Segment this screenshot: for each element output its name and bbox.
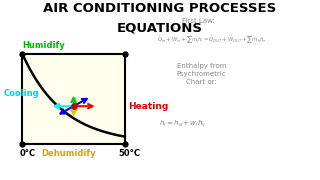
Text: First Law:: First Law: <box>182 18 215 24</box>
Text: $\dot{Q}_{in}+\dot{W}_{in}+\sum\dot{m}_ih_i=\dot{Q}_{OUT}+\dot{W}_{OUT}+\sum\dot: $\dot{Q}_{in}+\dot{W}_{in}+\sum\dot{m}_i… <box>157 34 267 45</box>
Text: Heating: Heating <box>128 102 168 111</box>
Text: AIR CONDITIONING PROCESSES: AIR CONDITIONING PROCESSES <box>44 2 276 15</box>
Text: 0°C: 0°C <box>19 149 35 158</box>
Text: Dehumidify: Dehumidify <box>42 149 96 158</box>
Text: $h_i = h_a + w_i h_v$: $h_i = h_a + w_i h_v$ <box>159 119 206 129</box>
Text: Cooling: Cooling <box>3 89 39 98</box>
Bar <box>22 54 125 144</box>
Text: Humidify: Humidify <box>22 41 65 50</box>
Text: EQUATIONS: EQUATIONS <box>117 22 203 35</box>
Text: 50°C: 50°C <box>118 149 140 158</box>
Text: Enthalpy from
Psychrometric
Chart or:: Enthalpy from Psychrometric Chart or: <box>177 63 227 85</box>
